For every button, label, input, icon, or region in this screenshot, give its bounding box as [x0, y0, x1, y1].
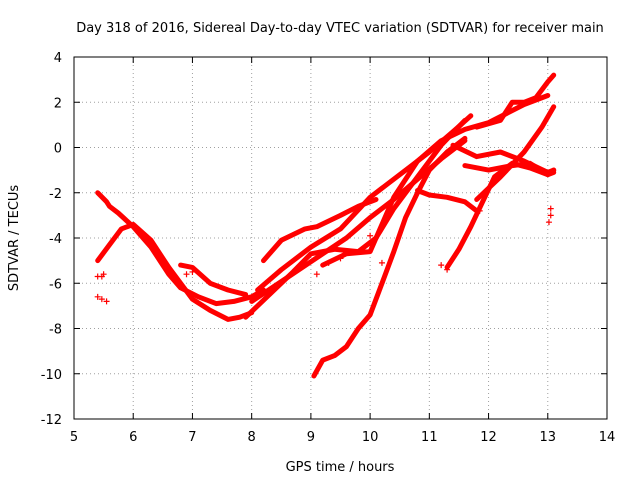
- x-axis-label: GPS time / hours: [286, 460, 395, 475]
- y-tick-label: -4: [49, 232, 62, 247]
- series-track-m: [450, 142, 557, 175]
- data-point-marker: [547, 212, 554, 219]
- x-tick-label: 9: [307, 430, 315, 445]
- series-track-h: [320, 93, 551, 268]
- grid-lines: [74, 57, 607, 419]
- data-point-marker: [444, 266, 451, 273]
- data-point-marker: [183, 271, 190, 278]
- data-point-marker: [367, 232, 374, 239]
- series-track-n: [474, 72, 557, 130]
- data-point-marker: [547, 205, 554, 212]
- y-axis-label: SDTVAR / TECUs: [7, 185, 22, 292]
- x-tick-label: 8: [248, 430, 256, 445]
- data-point-marker: [189, 268, 196, 275]
- data-point-marker: [313, 271, 320, 278]
- x-tick-label: 14: [599, 430, 616, 445]
- y-tick-label: -10: [41, 368, 62, 383]
- data-point-marker: [337, 255, 344, 262]
- chart-title: Day 318 of 2016, Sidereal Day-to-day VTE…: [76, 21, 604, 36]
- y-tick-label: -12: [41, 413, 62, 428]
- data-point-marker: [438, 262, 445, 269]
- data-point-marker: [476, 207, 483, 214]
- y-tick-label: -8: [49, 323, 62, 338]
- series-track-o: [474, 104, 557, 202]
- x-tick-label: 5: [70, 430, 78, 445]
- x-tick-label: 6: [129, 430, 137, 445]
- data-point-marker: [94, 293, 101, 300]
- axis-ticks: 5 6 7 8 9 10 11 12 13 14 4 2 0 -2 -4 -6 -8 -10 -12: [41, 51, 616, 445]
- y-tick-label: -6: [49, 277, 62, 292]
- x-tick-label: 11: [421, 430, 438, 445]
- series-track-c: [178, 262, 249, 298]
- scatter-points: [94, 205, 554, 305]
- y-tick-label: 4: [54, 51, 62, 66]
- x-tick-label: 12: [480, 430, 497, 445]
- data-series: [95, 72, 557, 379]
- series-track-i: [311, 135, 468, 379]
- data-point-marker: [100, 271, 107, 278]
- y-tick-label: -2: [49, 187, 62, 202]
- series-track-a: [95, 190, 266, 307]
- data-point-marker: [103, 298, 110, 305]
- series-track-j: [415, 188, 480, 214]
- data-point-marker: [98, 296, 105, 303]
- y-tick-label: 0: [54, 142, 62, 157]
- y-tick-label: 2: [54, 96, 62, 111]
- x-tick-label: 10: [362, 430, 379, 445]
- plot-frame: [73, 56, 608, 420]
- data-point-marker: [545, 219, 552, 226]
- x-tick-label: 7: [188, 430, 196, 445]
- x-tick-label: 13: [540, 430, 557, 445]
- data-point-marker: [325, 259, 332, 266]
- series-track-b: [95, 221, 255, 322]
- data-point-marker: [378, 259, 385, 266]
